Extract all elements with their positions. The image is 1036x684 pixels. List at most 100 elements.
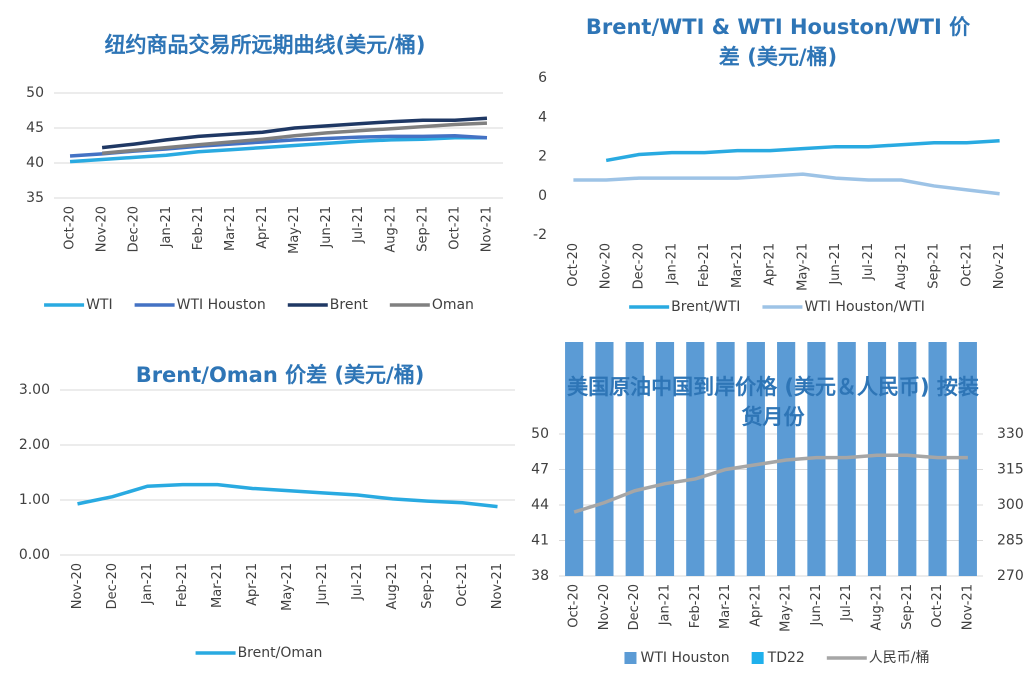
bar-segment xyxy=(686,342,705,576)
legend-label: Brent/Oman xyxy=(238,645,323,661)
legend: WTI Houston TD22 人民币/桶 xyxy=(624,650,930,666)
x-tick-label: Jan-21 xyxy=(664,243,679,285)
x-tick-label: Apr-21 xyxy=(763,243,778,286)
x-tick-label: Nov-21 xyxy=(490,563,505,609)
x-tick-label: Nov-20 xyxy=(95,206,110,252)
y-tick-label: -2 xyxy=(533,227,547,243)
series-line xyxy=(573,172,1000,196)
x-tick-label: Apr-21 xyxy=(245,563,260,606)
y2-tick-label: 330 xyxy=(997,426,1024,442)
chart: 0.00 1.00 2.00 3.00 Nov-20 Dec-20 Jan-21 Feb-21… xyxy=(19,382,515,661)
x-tick-label: May-21 xyxy=(779,584,794,632)
legend-label: WTI Houston/WTI xyxy=(804,299,924,315)
y-tick-label: 6 xyxy=(538,70,547,86)
x-tick-label: Dec-20 xyxy=(105,563,120,609)
chart-panel: 35 40 45 50 Oct-20 Nov-20 Dec-20 Jan-21 Feb-21 Ma… xyxy=(0,0,518,342)
y-tick-label: 47 xyxy=(531,462,549,478)
x-tick-label: Sep-21 xyxy=(420,563,435,609)
x-tick-label: Mar-21 xyxy=(223,206,238,251)
y-tick-label: 0 xyxy=(538,188,547,204)
x-tick-label: Oct-20 xyxy=(566,243,581,287)
chart-panel: 38 41 44 47 50 270 285 300 315 330 Oct-20 Nov-20 Dec… xyxy=(518,342,1036,684)
bar-segment xyxy=(746,342,765,576)
y-tick-label: 0.00 xyxy=(19,547,50,563)
legend: Brent/Oman xyxy=(195,645,323,661)
y-tick-label: 41 xyxy=(531,533,549,549)
x-tick-label: Nov-21 xyxy=(960,584,975,630)
legend-label: 人民币/桶 xyxy=(869,650,930,666)
bar-segment xyxy=(565,342,584,576)
series-line xyxy=(69,136,487,164)
x-tick-label: Jun-21 xyxy=(315,563,330,606)
x-tick-label: Oct-20 xyxy=(63,206,78,250)
bar-segment xyxy=(655,342,675,576)
legend-label: Oman xyxy=(432,297,474,313)
bar-segment xyxy=(898,342,917,576)
y-tick-label: 4 xyxy=(538,109,547,125)
x-tick-label: Apr-21 xyxy=(255,206,270,249)
series-line xyxy=(101,116,488,150)
x-tick-label: Sep-21 xyxy=(927,243,942,289)
chart-panel: 0.00 1.00 2.00 3.00 Nov-20 Dec-20 Jan-21 Feb-21… xyxy=(0,342,518,684)
y-tick-label: 3.00 xyxy=(19,382,50,398)
y-tick-label: 40 xyxy=(26,155,44,171)
x-tick-label: Nov-21 xyxy=(992,243,1007,289)
x-tick-label: May-21 xyxy=(287,206,302,254)
x-tick-label: Aug-21 xyxy=(870,584,885,631)
bar-segment xyxy=(958,342,977,576)
y-tick-label: 2.00 xyxy=(19,437,50,453)
series-line xyxy=(573,453,968,514)
x-tick-label: Jul-21 xyxy=(351,206,366,244)
chart-title: 纽约商品交易所远期曲线(美元/桶) xyxy=(104,33,426,57)
legend-swatch xyxy=(751,652,764,664)
x-tick-label: Oct-20 xyxy=(567,584,582,628)
x-tick-label: Nov-20 xyxy=(597,584,612,630)
bar-segment xyxy=(867,342,887,576)
y-tick-label: 35 xyxy=(26,190,44,206)
x-tick-label: Dec-20 xyxy=(631,243,646,289)
series-line xyxy=(605,139,1000,163)
chart: 38 41 44 47 50 270 285 300 315 330 Oct-20 Nov-20 Dec… xyxy=(531,342,1024,666)
x-tick-label: Mar-21 xyxy=(718,584,733,629)
x-tick-label: Sep-21 xyxy=(415,206,430,252)
legend: WTI WTI Houston Brent Oman xyxy=(44,297,474,313)
x-tick-label: May-21 xyxy=(280,563,295,611)
x-tick-label: Oct-21 xyxy=(930,584,945,628)
x-tick-label: Aug-21 xyxy=(894,243,909,290)
x-tick-label: Jul-21 xyxy=(350,563,365,601)
x-tick-label: Aug-21 xyxy=(385,563,400,610)
x-tick-label: Jul-21 xyxy=(839,584,854,622)
x-tick-label: Oct-21 xyxy=(447,206,462,250)
x-tick-label: Nov-20 xyxy=(70,563,85,609)
x-tick-label: Dec-20 xyxy=(127,206,142,252)
legend-label: Brent/WTI xyxy=(671,299,740,315)
x-tick-label: Feb-21 xyxy=(697,243,712,287)
series-line xyxy=(77,482,498,509)
legend-swatch xyxy=(624,652,637,664)
chart-title: 美国原油中国到岸价格 (美元＆人民币) 按装货月份 xyxy=(567,375,979,429)
chart-panel: -2 0 2 4 6 Oct-20 Nov-20 Dec-20 Jan-21 Feb-21 Mar-… xyxy=(518,0,1036,342)
x-tick-label: Oct-21 xyxy=(959,243,974,287)
chart-title: Brent/Oman 价差 (美元/桶) xyxy=(135,363,425,387)
chart: -2 0 2 4 6 Oct-20 Nov-20 Dec-20 Jan-21 Feb-21 Mar-… xyxy=(533,70,1007,315)
bar-segment xyxy=(595,342,614,577)
series-line xyxy=(101,121,488,155)
legend-label: WTI Houston xyxy=(177,297,266,313)
x-tick-label: Jan-21 xyxy=(658,584,673,626)
x-tick-label: Dec-20 xyxy=(627,584,642,630)
x-tick-label: Apr-21 xyxy=(748,584,763,627)
y-tick-label: 45 xyxy=(26,120,44,136)
y2-tick-label: 285 xyxy=(997,533,1024,549)
legend: Brent/WTI WTI Houston/WTI xyxy=(629,299,925,315)
y-tick-label: 38 xyxy=(531,568,549,584)
x-tick-label: Nov-21 xyxy=(479,206,494,252)
y2-tick-label: 270 xyxy=(997,568,1024,584)
x-tick-label: Jun-21 xyxy=(828,243,843,286)
bar-segment xyxy=(716,342,735,576)
x-tick-label: Feb-21 xyxy=(175,563,190,607)
x-tick-label: Sep-21 xyxy=(900,584,915,630)
y2-tick-label: 315 xyxy=(997,462,1024,478)
bar-segment xyxy=(625,342,644,576)
x-tick-label: Feb-21 xyxy=(191,206,206,250)
